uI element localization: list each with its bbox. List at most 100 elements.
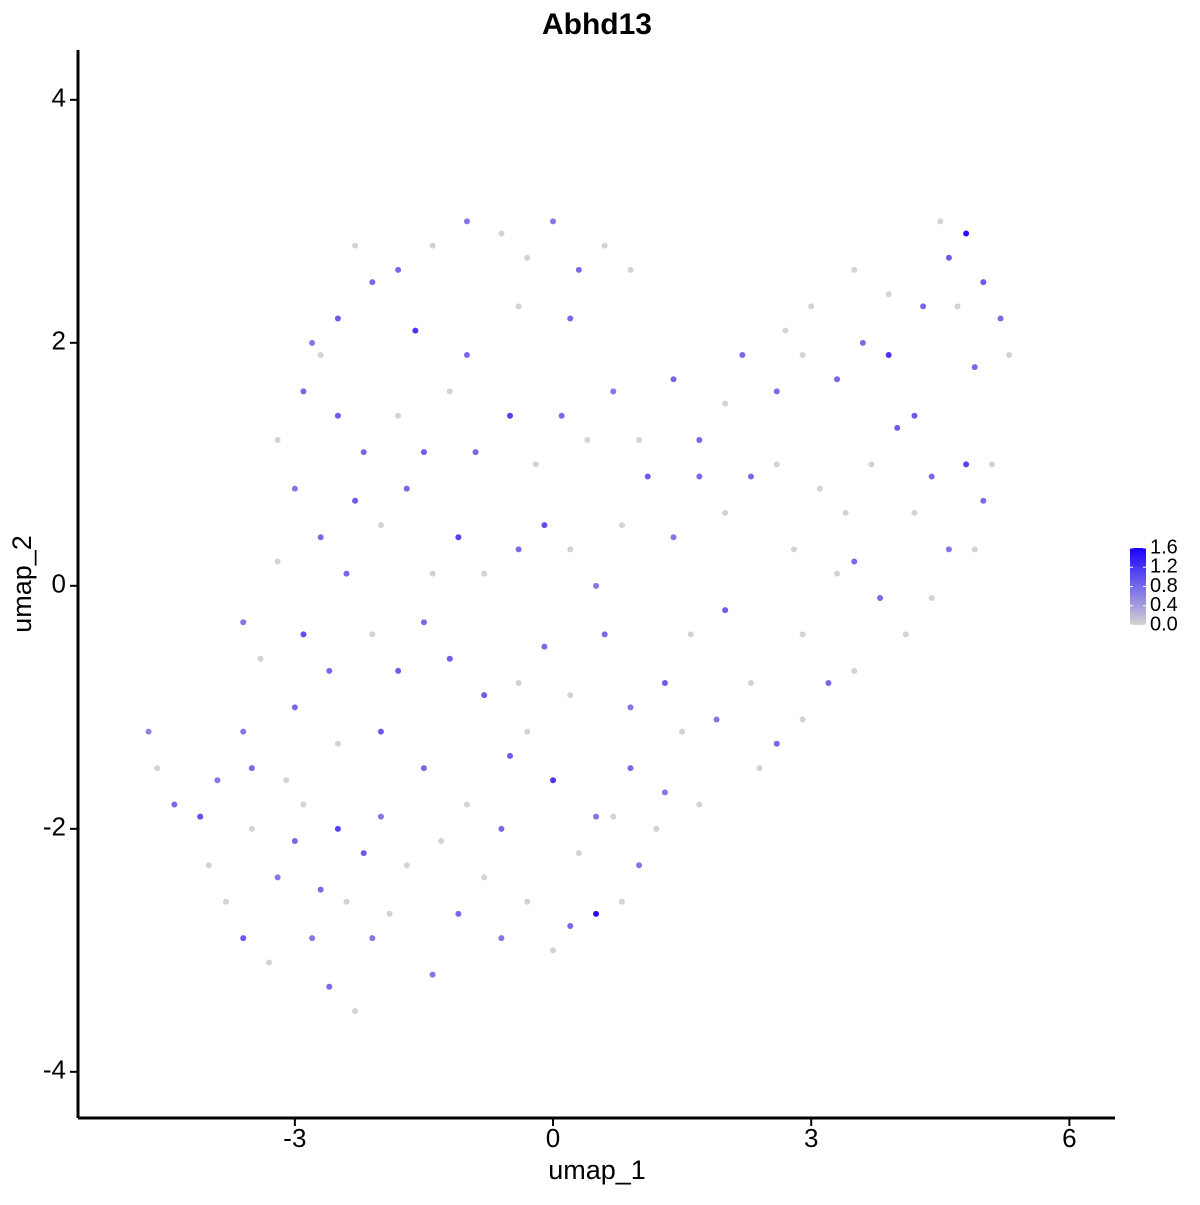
point [317,351,324,358]
point [326,983,333,990]
point [885,351,892,358]
point [352,497,359,504]
point [369,935,376,942]
point [773,740,780,747]
y-tick-label: 0 [52,569,66,599]
point [352,1008,359,1015]
point [317,886,324,893]
point [455,910,462,917]
colorbar-label: 0.4 [1150,594,1178,616]
point [859,339,866,346]
point [532,461,539,468]
point [283,777,290,784]
point [291,704,298,711]
point [1006,351,1013,358]
point [593,813,600,820]
point [395,412,402,419]
y-tick-label: 2 [52,326,66,356]
point [463,218,470,225]
point [334,315,341,322]
point [395,266,402,273]
point [171,801,178,808]
y-axis-label: umap_2 [7,535,37,633]
point [911,412,918,419]
point [567,692,574,699]
colorbar-label: 0.8 [1150,575,1178,597]
point [558,412,565,419]
point [274,874,281,881]
point [679,728,686,735]
point [309,339,316,346]
point [687,631,694,638]
point [481,570,488,577]
point [154,765,161,772]
y-tick-label: -2 [43,812,66,842]
point [240,935,247,942]
point [352,242,359,249]
point [420,619,427,626]
point [498,825,505,832]
point [197,813,204,820]
point [945,254,952,261]
point [420,449,427,456]
point [369,631,376,638]
point [670,534,677,541]
x-tick-label: 0 [546,1123,560,1153]
point [661,680,668,687]
point [601,631,608,638]
point [722,400,729,407]
point [446,655,453,662]
point [550,218,557,225]
y-tick-label: 4 [52,83,66,113]
point [429,242,436,249]
point [455,534,462,541]
point [524,728,531,735]
point [894,424,901,431]
point [670,376,677,383]
point [816,485,823,492]
point [636,862,643,869]
point [291,837,298,844]
point [980,497,987,504]
point [747,473,754,480]
point [550,777,557,784]
point [610,813,617,820]
point [782,327,789,334]
point [593,582,600,589]
point [713,716,720,723]
colorbar-label: 0.0 [1150,613,1178,635]
point [507,412,514,419]
point [360,850,367,857]
point [868,461,875,468]
point [481,874,488,881]
point [240,619,247,626]
point [446,388,453,395]
point [412,327,419,334]
point [842,509,849,516]
x-tick-label: -3 [283,1123,306,1153]
point [257,655,264,662]
point [248,825,255,832]
point [627,765,634,772]
point [145,728,152,735]
point [988,461,995,468]
point [834,570,841,577]
point [377,522,384,529]
point [223,898,230,905]
point [722,509,729,516]
point [696,437,703,444]
point [463,351,470,358]
point [799,716,806,723]
point [567,923,574,930]
point [403,485,410,492]
point [945,546,952,553]
point [636,437,643,444]
point [722,607,729,614]
point [377,813,384,820]
point [300,388,307,395]
x-tick-label: 6 [1062,1123,1076,1153]
point [920,303,927,310]
point [937,218,944,225]
point [429,570,436,577]
